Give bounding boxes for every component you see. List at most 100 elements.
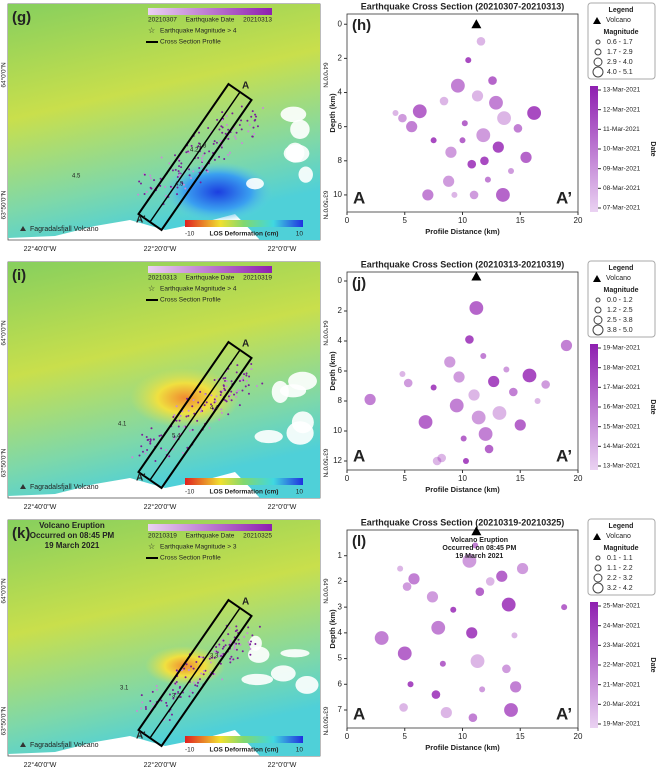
volcano-icon [20, 226, 26, 231]
y-tick-label: 7 [338, 705, 343, 714]
quake-dot [244, 385, 247, 388]
quake-dot [243, 373, 246, 376]
quake-dot [155, 688, 158, 691]
legend-size-label: 1.2 - 2.5 [607, 307, 633, 314]
quake-point [439, 660, 446, 667]
legend-volcano: Volcano [606, 275, 631, 282]
legend-size-label: 2.2 - 3.2 [607, 575, 633, 582]
quake-dot [200, 408, 203, 411]
quake-dot [141, 433, 144, 436]
lon-label: 22°20'0"W [144, 245, 177, 253]
quake-dot [227, 633, 230, 636]
quake-dot [230, 658, 233, 661]
quake-point [437, 453, 447, 463]
quake-point [492, 141, 504, 153]
volcano-icon [20, 742, 26, 747]
quake-dot [188, 168, 191, 171]
profile-label-a-prime: A' [136, 731, 146, 742]
no-data-patch [254, 430, 283, 444]
no-data-patch [280, 649, 310, 658]
lat-label: 64°0'0"N [0, 578, 8, 604]
legend-size-label: 1.1 - 2.2 [607, 565, 633, 572]
quake-dot [185, 415, 188, 418]
no-data-patch [283, 144, 310, 163]
legend-size-label: 0.0 - 1.2 [607, 297, 633, 304]
y-tick-label: 6 [338, 122, 343, 131]
quake-dot [197, 401, 200, 404]
quake-dot [237, 638, 240, 641]
quake-dot [131, 456, 134, 459]
lon-label: 22°40'0"W [24, 503, 57, 511]
quake-dot [159, 184, 162, 187]
date-colorbar [148, 266, 272, 273]
legend-size-label: 3.8 - 5.0 [607, 327, 633, 334]
quake-dot [186, 397, 189, 400]
quake-dot [175, 669, 178, 672]
map-panel: A A' 4.5 4.24.3 4.5 (g) 20210307 Earthquake Dat… [0, 3, 329, 253]
quake-dot [215, 650, 218, 653]
quake-point [469, 190, 479, 200]
quake-dot [146, 448, 149, 451]
date-end: 20210325 [243, 533, 272, 540]
quake-dot [160, 156, 163, 159]
quake-dot [221, 647, 224, 650]
date-title: Earthquake Date [186, 17, 235, 24]
quake-dot [248, 123, 251, 126]
legend-box [587, 260, 656, 338]
no-data-patch [288, 371, 317, 391]
quake-dot [234, 137, 237, 140]
panel-label: (l) [352, 533, 366, 550]
quake-dot [178, 158, 181, 161]
quake-point [488, 375, 500, 388]
profile-label-a: A [242, 597, 249, 608]
x-axis-label: Profile Distance (km) [425, 227, 500, 236]
quake-dot [178, 165, 181, 168]
colorbar-tick-label: 25-Mar-2021 [603, 603, 641, 610]
quake-dot [221, 131, 224, 134]
quake-dot [228, 626, 231, 629]
volcano-name: Fagradalsfjall Volcano [30, 484, 99, 491]
quake-dot [227, 128, 230, 131]
y-axis-label: Depth (km) [328, 93, 337, 133]
no-data-patch [286, 421, 314, 445]
quake-point [444, 356, 456, 368]
quake-dot [177, 690, 180, 693]
quake-dot [172, 415, 175, 418]
quake-dot [138, 454, 141, 457]
eruption-note: Occurred on 08:45 PM [30, 531, 115, 540]
legend-magnitude-title: Magnitude [604, 545, 639, 552]
quake-point [510, 681, 522, 693]
y-tick-label: 4 [338, 336, 343, 345]
lat-label: 63°50'0"N [321, 191, 329, 220]
quake-dot [213, 398, 216, 401]
quake-dot [208, 150, 211, 153]
legend-magnitude: Earthquake Magnitude > 3 [160, 544, 237, 551]
quake-dot [233, 135, 236, 138]
quake-dot [168, 693, 171, 696]
quake-dot [235, 395, 238, 398]
quake-dot [255, 385, 258, 388]
quake-dot [205, 401, 208, 404]
quake-point [399, 371, 406, 377]
quake-point [431, 620, 446, 635]
legend-magnitude-title: Magnitude [604, 29, 639, 36]
quake-dot [238, 124, 241, 127]
quake-dot [178, 419, 181, 422]
quake-point [443, 175, 455, 187]
legend-title: Legend [609, 265, 634, 272]
quake-dot [229, 657, 232, 660]
quake-dot [158, 434, 161, 437]
quake-dot [189, 429, 192, 432]
chart-title: Earthquake Cross Section (20210307-20210… [361, 1, 565, 11]
quake-dot [198, 167, 201, 170]
quake-dot [224, 132, 227, 135]
quake-point [465, 335, 474, 344]
quake-dot [191, 428, 194, 431]
deformation-min: -10 [185, 489, 195, 496]
quake-point [471, 90, 484, 102]
deformation-title: LOS Deformation (cm) [210, 489, 279, 496]
legend-magnitude: Earthquake Magnitude > 4 [160, 28, 237, 35]
quake-dot [235, 625, 238, 628]
quake-dot [230, 380, 233, 383]
